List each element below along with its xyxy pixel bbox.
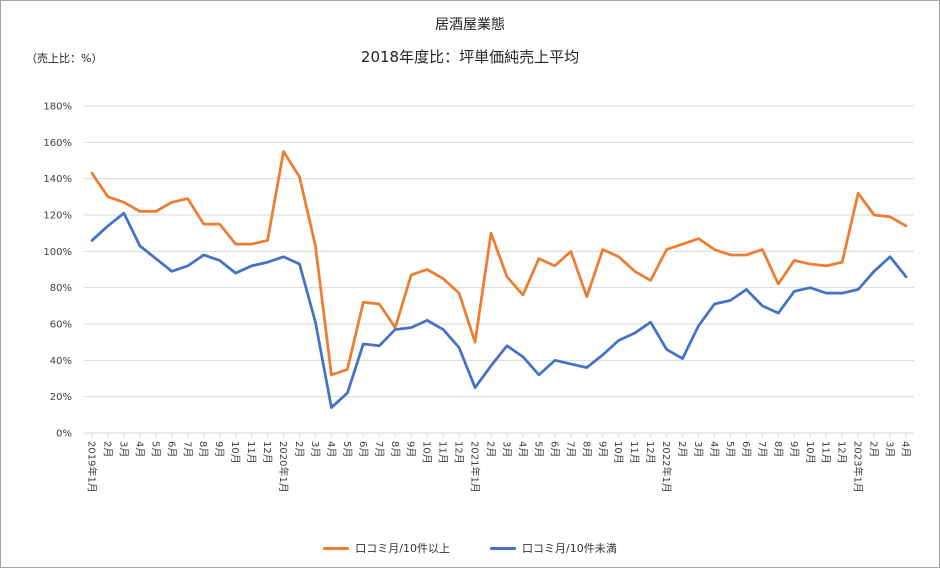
x-tick-label: 7月	[181, 441, 193, 457]
x-tick-label: 9月	[788, 441, 800, 457]
y-tick-label: 20%	[50, 392, 72, 403]
x-tick-label: 6月	[548, 441, 560, 457]
x-tick-label: 10月	[612, 441, 624, 464]
x-tick-label: 2021年1月	[469, 441, 482, 493]
x-tick-label: 2月	[868, 441, 880, 457]
x-tick-label: 2月	[485, 441, 497, 457]
legend-item-series2: 口コミ月/10件未満	[490, 540, 617, 556]
x-tick-label: 4月	[900, 441, 912, 457]
legend-swatch-series2	[490, 546, 516, 550]
y-tick-label: 80%	[50, 283, 72, 294]
x-tick-label: 4月	[133, 441, 145, 457]
x-tick-label: 3月	[117, 441, 129, 457]
x-tick-label: 8月	[197, 441, 209, 457]
x-tick-label: 2022年1月	[660, 441, 673, 493]
y-tick-label: 140%	[43, 174, 72, 185]
x-tick-label: 5月	[724, 441, 736, 457]
x-tick-label: 12月	[836, 441, 848, 464]
x-tick-label: 9月	[405, 441, 417, 457]
y-tick-label: 100%	[43, 247, 72, 258]
x-tick-label: 10月	[421, 441, 433, 464]
x-tick-label: 5月	[532, 441, 544, 457]
x-tick-label: 12月	[261, 441, 273, 464]
x-tick-label: 7月	[373, 441, 385, 457]
chart-legend: 口コミ月/10件以上 口コミ月/10件未満	[0, 540, 940, 556]
y-axis-unit-label: （売上比：%）	[26, 52, 103, 65]
x-tick-label: 7月	[756, 441, 768, 457]
x-tick-label: 2020年1月	[277, 441, 290, 493]
x-tick-label: 7月	[564, 441, 576, 457]
x-tick-label: 4月	[516, 441, 528, 457]
x-tick-label: 10月	[229, 441, 241, 464]
x-tick-label: 2月	[293, 441, 305, 457]
x-tick-label: 10月	[804, 441, 816, 464]
x-tick-label: 11月	[245, 441, 257, 464]
x-tick-label: 9月	[213, 441, 225, 457]
y-tick-label: 40%	[50, 356, 72, 367]
x-tick-label: 6月	[165, 441, 177, 457]
legend-swatch-series1	[323, 546, 350, 550]
x-tick-label: 11月	[820, 441, 832, 464]
legend-label-series1: 口コミ月/10件以上	[355, 542, 450, 555]
x-tick-label: 6月	[740, 441, 752, 457]
x-tick-label: 12月	[453, 441, 465, 464]
x-tick-label: 8月	[772, 441, 784, 457]
x-tick-label: 6月	[357, 441, 369, 457]
y-tick-label: 60%	[50, 320, 72, 331]
legend-item-series1: 口コミ月/10件以上	[323, 540, 450, 556]
x-tick-label: 8月	[580, 441, 592, 457]
x-tick-label: 9月	[596, 441, 608, 457]
x-tick-label: 12月	[644, 441, 656, 464]
x-tick-label: 4月	[708, 441, 720, 457]
y-tick-label: 0%	[56, 429, 72, 440]
x-tick-label: 3月	[884, 441, 896, 457]
x-tick-label: 2023年1月	[852, 441, 865, 493]
y-tick-label: 160%	[43, 138, 72, 149]
y-tick-label: 120%	[43, 211, 72, 222]
y-tick-label: 180%	[43, 102, 72, 113]
x-tick-label: 3月	[692, 441, 704, 457]
x-tick-label: 2019年1月	[85, 441, 98, 493]
series-line-2	[90, 211, 908, 409]
chart-title: 居酒屋業態	[435, 17, 505, 33]
series-line-1	[90, 150, 908, 377]
x-tick-label: 8月	[389, 441, 401, 457]
x-tick-label: 5月	[341, 441, 353, 457]
x-tick-label: 2月	[676, 441, 688, 457]
x-tick-label: 4月	[325, 441, 337, 457]
legend-label-series2: 口コミ月/10件未満	[522, 542, 617, 555]
x-tick-label: 11月	[628, 441, 640, 464]
x-tick-label: 3月	[500, 441, 512, 457]
x-tick-label: 11月	[437, 441, 449, 464]
x-tick-label: 5月	[149, 441, 161, 457]
chart-subtitle: 2018年度比：坪単価純売上平均	[360, 48, 580, 66]
x-tick-label: 3月	[309, 441, 321, 457]
x-tick-label: 2月	[101, 441, 113, 457]
